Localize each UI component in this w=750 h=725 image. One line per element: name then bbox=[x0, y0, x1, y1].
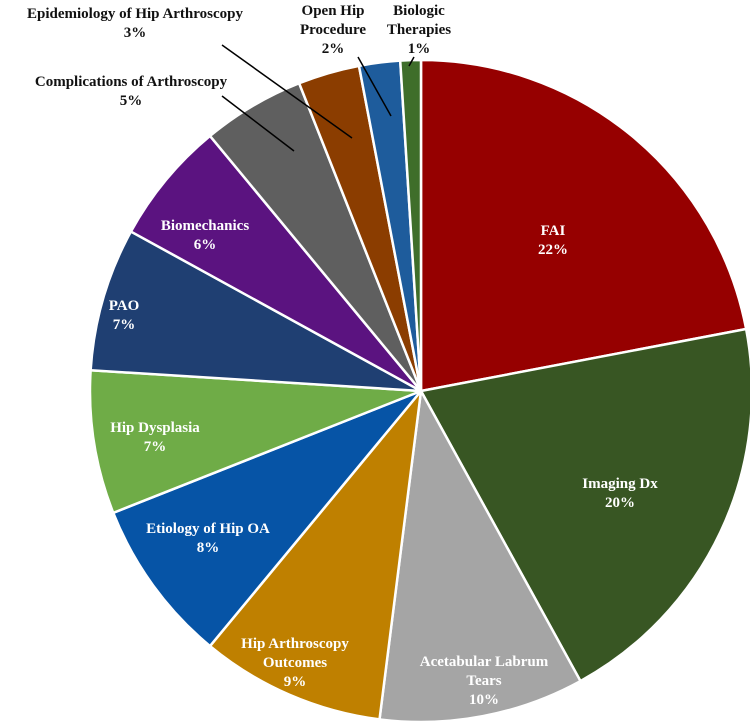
slice-label: Hip Dysplasia 7% bbox=[110, 420, 200, 455]
pie-slice-etiology-of-hip-oa bbox=[111, 389, 423, 648]
slice-label: Hip Arthroscopy Outcomes 9% bbox=[241, 636, 349, 690]
slice-percent: 10% bbox=[469, 692, 499, 708]
leader-line bbox=[221, 95, 295, 152]
slice-name: Therapies bbox=[387, 22, 451, 38]
slice-name: Hip Arthroscopy bbox=[241, 636, 349, 652]
slice-label: PAO 7% bbox=[109, 298, 140, 333]
slice-name: Open Hip bbox=[302, 3, 365, 19]
slice-label: Acetabular Labrum Tears 10% bbox=[420, 654, 549, 708]
pie-slice-hip-arthroscopy-outcomes bbox=[208, 389, 423, 721]
pie-slice-pao bbox=[89, 230, 423, 393]
slice-percent: 6% bbox=[194, 237, 217, 253]
slice-name: Tears bbox=[466, 673, 501, 689]
slice-percent: 3% bbox=[124, 25, 147, 41]
slice-label: Imaging Dx 20% bbox=[582, 476, 658, 511]
slice-percent: 7% bbox=[113, 317, 136, 333]
slice-percent: 22% bbox=[538, 242, 568, 258]
slice-name: Acetabular Labrum bbox=[420, 654, 549, 670]
leader-line bbox=[408, 56, 415, 67]
slice-name: Epidemiology of Hip Arthroscopy bbox=[27, 6, 243, 22]
pie-slice-imaging-dx bbox=[419, 327, 750, 683]
slice-name: Biomechanics bbox=[161, 218, 249, 234]
slice-name: Imaging Dx bbox=[582, 476, 658, 492]
pie-slice-biomechanics bbox=[129, 134, 423, 393]
leader-lines bbox=[221, 44, 415, 152]
slice-label: Complications of Arthroscopy 5% bbox=[35, 74, 228, 109]
pie-slice-biologic-therapies bbox=[398, 58, 423, 393]
slice-label: Epidemiology of Hip Arthroscopy 3% bbox=[27, 6, 243, 41]
pie-slice-hip-dysplasia bbox=[88, 368, 423, 515]
slice-percent: 1% bbox=[408, 41, 431, 57]
pie-slice-fai bbox=[419, 58, 748, 393]
slice-name: FAI bbox=[541, 223, 566, 239]
slice-percent: 7% bbox=[144, 439, 167, 455]
slice-name: Biologic bbox=[393, 3, 445, 19]
slice-name: Etiology of Hip OA bbox=[146, 521, 270, 537]
slice-name: Outcomes bbox=[263, 655, 327, 671]
slice-name: PAO bbox=[109, 298, 140, 314]
slice-percent: 5% bbox=[120, 93, 143, 109]
pie-slice-acetabular-labrum-tears bbox=[378, 389, 582, 724]
slice-percent: 20% bbox=[605, 495, 635, 511]
slice-percent: 9% bbox=[284, 674, 307, 690]
pie-slices bbox=[88, 58, 750, 724]
slice-name: Complications of Arthroscopy bbox=[35, 74, 228, 90]
slice-labels: FAI 22% Imaging Dx 20% Acetabular Labrum Tear… bbox=[27, 3, 658, 708]
slice-percent: 8% bbox=[197, 540, 220, 556]
slice-label: Biomechanics 6% bbox=[161, 218, 249, 253]
slice-label: FAI 22% bbox=[538, 223, 568, 258]
slice-label: Biologic Therapies 1% bbox=[387, 3, 451, 57]
slice-label: Open Hip Procedure 2% bbox=[300, 3, 366, 57]
leader-line bbox=[221, 44, 353, 139]
slice-name: Procedure bbox=[300, 22, 366, 38]
slice-name: Hip Dysplasia bbox=[110, 420, 200, 436]
slice-label: Etiology of Hip OA 8% bbox=[146, 521, 270, 556]
leader-line bbox=[357, 56, 392, 117]
slice-percent: 2% bbox=[322, 41, 345, 57]
